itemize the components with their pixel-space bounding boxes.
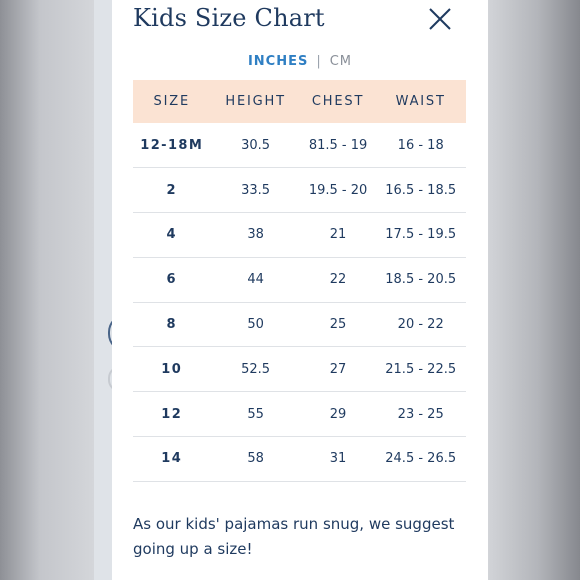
column-header-height: HEIGHT <box>225 94 286 109</box>
waist-cell: 18.5 - 20.5 <box>385 272 457 288</box>
chest-cell: 22 <box>329 272 347 288</box>
table-row: 12 55 29 23 - 25 <box>133 392 466 437</box>
sizing-note: As our kids' pajamas run snug, we sugges… <box>133 515 455 558</box>
column-header-waist: WAIST <box>395 94 446 109</box>
height-cell: 50 <box>247 317 264 333</box>
height-cell: 58 <box>247 451 264 467</box>
size-cell: 12 <box>161 406 183 422</box>
column-header-size: SIZE <box>153 94 190 109</box>
chest-cell: 31 <box>329 451 347 467</box>
size-cell: 8 <box>166 317 177 333</box>
column-header-chest: CHEST <box>311 94 365 109</box>
size-cell: 12-18M <box>140 137 204 153</box>
unit-inches-option[interactable]: INCHES <box>247 54 309 69</box>
chest-cell: 27 <box>329 361 347 377</box>
height-cell: 52.5 <box>241 361 271 377</box>
waist-cell: 17.5 - 19.5 <box>385 227 457 243</box>
table-row: 6 44 22 18.5 - 20.5 <box>133 257 466 303</box>
background-left <box>0 0 94 580</box>
modal-title: Kids Size Chart <box>133 4 325 32</box>
height-cell: 55 <box>247 406 264 422</box>
chest-cell: 81.5 - 19 <box>308 137 368 153</box>
close-button[interactable] <box>428 7 452 31</box>
size-chart-modal: Kids Size Chart INCHES | CM SIZE HEIGHT CH… <box>112 0 488 580</box>
size-cell: 10 <box>161 361 183 377</box>
table-row: 12-18M 30.5 81.5 - 19 16 - 18 <box>133 123 466 168</box>
background-right <box>488 0 580 580</box>
waist-cell: 24.5 - 26.5 <box>385 451 457 467</box>
table-row: 2 33.5 19.5 - 20 16.5 - 18.5 <box>133 168 466 213</box>
table-row: 4 38 21 17.5 - 19.5 <box>133 213 466 258</box>
size-table: SIZE HEIGHT CHEST WAIST 12-18M 30.5 81.5… <box>133 80 466 482</box>
waist-cell: 23 - 25 <box>397 406 444 422</box>
size-cell: 2 <box>166 182 177 198</box>
close-icon <box>429 8 451 30</box>
chest-cell: 21 <box>329 227 347 243</box>
unit-separator: | <box>316 54 322 69</box>
waist-cell: 20 - 22 <box>397 317 444 333</box>
table-row: 14 58 31 24.5 - 26.5 <box>133 437 466 482</box>
chest-cell: 25 <box>329 317 347 333</box>
background-page-strip <box>94 0 112 580</box>
height-cell: 33.5 <box>241 182 271 198</box>
size-cell: 4 <box>166 227 177 243</box>
waist-cell: 16 - 18 <box>397 137 444 153</box>
size-cell: 6 <box>166 272 177 288</box>
unit-cm-option[interactable]: CM <box>329 54 353 69</box>
chest-cell: 29 <box>329 406 347 422</box>
unit-toggle: INCHES | CM <box>112 54 488 69</box>
table-header-row: SIZE HEIGHT CHEST WAIST <box>133 80 466 123</box>
height-cell: 30.5 <box>241 137 271 153</box>
chest-cell: 19.5 - 20 <box>308 182 368 198</box>
height-cell: 44 <box>247 272 264 288</box>
table-row: 8 50 25 20 - 22 <box>133 302 466 347</box>
waist-cell: 16.5 - 18.5 <box>385 182 457 198</box>
height-cell: 38 <box>247 227 264 243</box>
size-cell: 14 <box>161 451 183 467</box>
waist-cell: 21.5 - 22.5 <box>385 361 457 377</box>
table-row: 10 52.5 27 21.5 - 22.5 <box>133 347 466 392</box>
